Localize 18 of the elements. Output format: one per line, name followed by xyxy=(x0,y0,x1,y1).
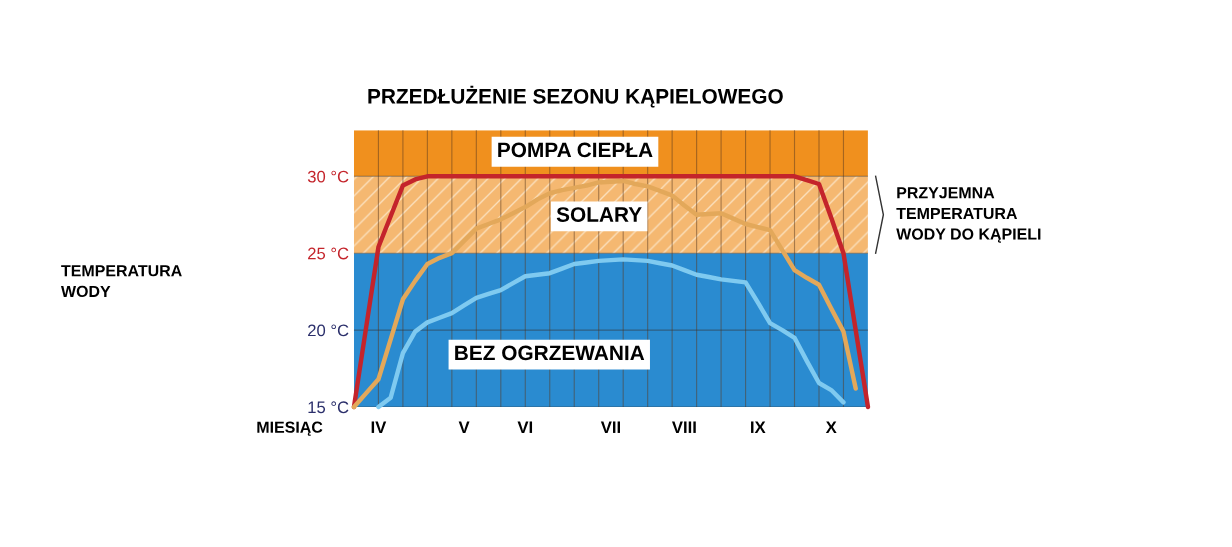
x-tick-label: X xyxy=(825,421,837,433)
x-tick-label: VI xyxy=(517,421,533,433)
y-tick-label: 25 °C xyxy=(308,247,349,260)
text: TEMPERATURA WODY xyxy=(60,265,182,298)
x-tick-label: IV xyxy=(371,421,387,433)
band-label: PRZYJEMNA TEMPERATURA WODY DO KĄPIELI xyxy=(896,187,1041,243)
chart-title: PRZEDŁUŻENIE SEZONU KĄPIELOWEGO xyxy=(368,85,783,108)
x-tick-label: IX xyxy=(751,421,766,433)
series-label: BEZ OGRZEWANIA xyxy=(455,345,645,361)
x-tick-label: VII xyxy=(600,421,621,433)
y-tick-label: 15 °C xyxy=(308,401,349,414)
x-axis-title: MIESIĄC xyxy=(257,421,323,436)
y-tick-label: 30 °C xyxy=(307,170,349,183)
x-tick-label: V xyxy=(458,421,470,433)
y-tick-label: 20 °C xyxy=(308,324,349,337)
series-label: POMPA CIEPŁA xyxy=(498,142,653,158)
x-tick-label: VIII xyxy=(671,421,696,433)
series-label: SOLARY xyxy=(556,207,642,222)
